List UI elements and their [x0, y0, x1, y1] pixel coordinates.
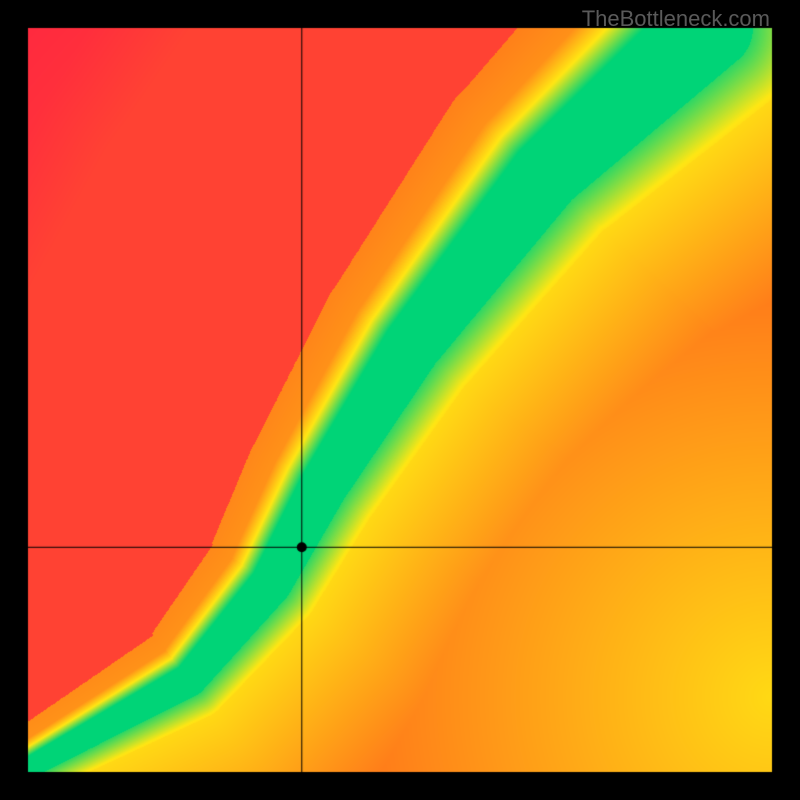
watermark-text: TheBottleneck.com: [582, 6, 770, 32]
heatmap-canvas: [0, 0, 800, 800]
chart-container: TheBottleneck.com: [0, 0, 800, 800]
